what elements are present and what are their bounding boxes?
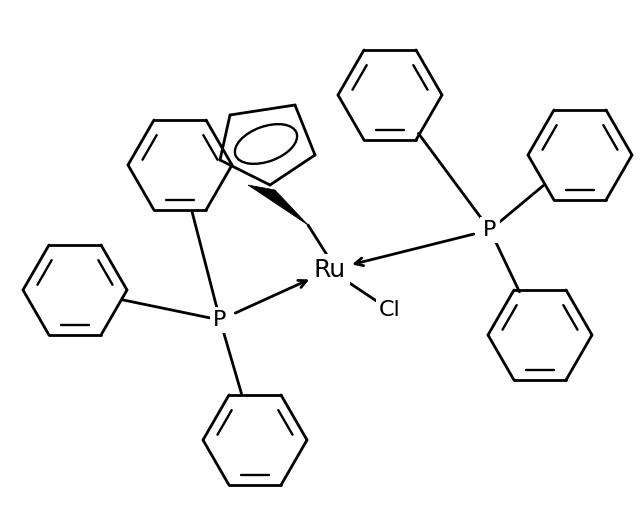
Text: P: P <box>483 220 497 240</box>
Text: Cl: Cl <box>379 300 401 320</box>
Text: P: P <box>213 310 227 330</box>
Text: Ru: Ru <box>314 258 346 282</box>
Polygon shape <box>248 185 308 225</box>
